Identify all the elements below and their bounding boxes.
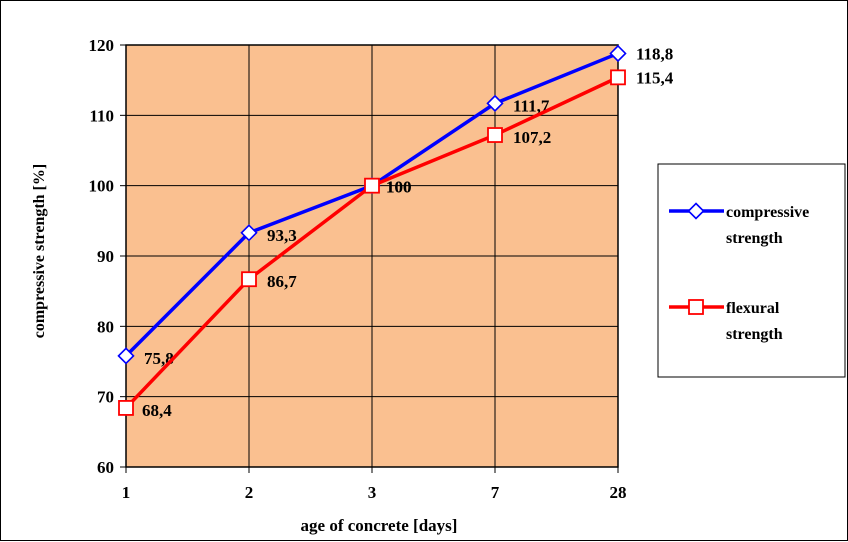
data-label: 100 [386, 178, 412, 197]
legend-marker-2 [688, 299, 704, 315]
data-label: 93,3 [267, 226, 297, 245]
x-tick-label: 28 [610, 483, 627, 502]
data-label: 86,7 [267, 272, 297, 291]
y-tick-label: 60 [97, 458, 114, 477]
data-label: 118,8 [636, 44, 673, 63]
y-tick-label: 70 [97, 388, 114, 407]
y-tick-label: 90 [97, 247, 114, 266]
y-tick-label: 120 [89, 36, 115, 55]
data-point-1 [609, 44, 627, 63]
data-point-2 [118, 400, 134, 416]
y-tick-label: 80 [97, 317, 114, 336]
x-tick-label: 1 [122, 483, 131, 502]
x-tick-label: 2 [245, 483, 254, 502]
data-label: 111,7 [513, 96, 550, 115]
legend-box [657, 163, 846, 378]
legend-marker-1 [687, 202, 705, 220]
data-label: 68,4 [142, 401, 172, 420]
data-point-1 [240, 224, 258, 242]
data-point-2 [364, 177, 380, 194]
data-point-1 [486, 94, 504, 113]
legend-label: flexural [726, 300, 780, 317]
y-axis-title: compressive strength [%] [31, 164, 48, 339]
plot-border [125, 44, 619, 468]
x-tick-label: 3 [368, 483, 377, 502]
data-point-2 [610, 69, 626, 86]
data-point-2 [487, 127, 503, 143]
y-tick-label: 110 [89, 106, 114, 125]
data-label: 115,4 [636, 68, 674, 87]
data-point-1 [117, 347, 135, 365]
legend-label: strength [726, 326, 783, 343]
x-axis-title: age of concrete [days] [301, 516, 458, 535]
data-label: 100 [386, 178, 412, 197]
legend-label: strength [726, 230, 783, 247]
y-tick-label: 100 [89, 177, 115, 196]
data-label: 107,2 [513, 128, 551, 147]
x-tick-label: 7 [491, 483, 500, 502]
legend-label: compressive [726, 204, 809, 221]
data-point-2 [241, 271, 257, 288]
data-label: 75,8 [144, 349, 174, 368]
